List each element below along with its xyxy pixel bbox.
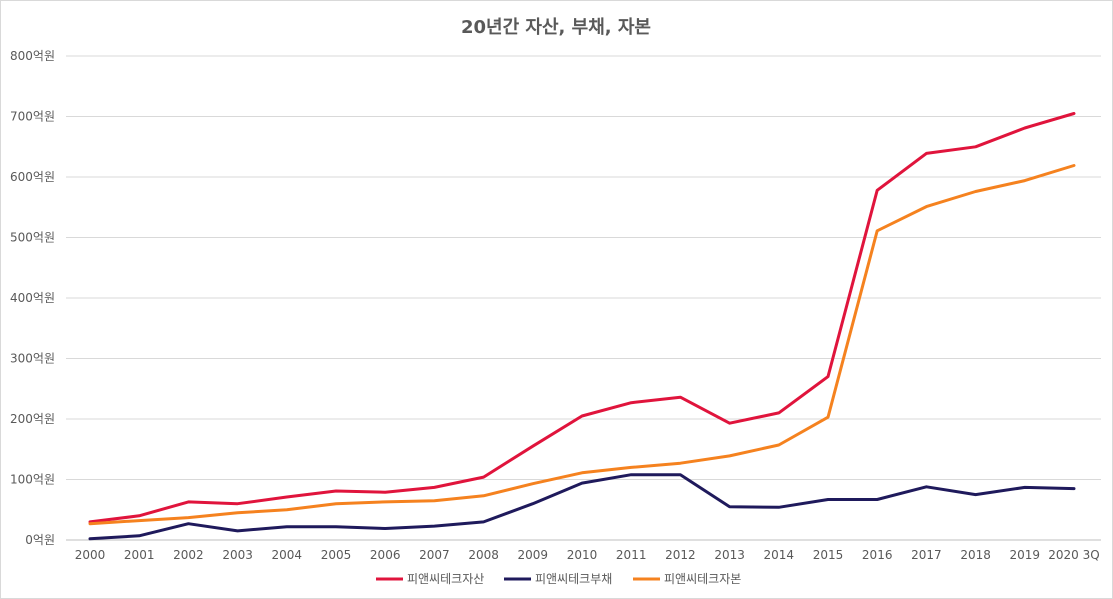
x-tick-label: 2001 <box>124 548 155 562</box>
series-line-1 <box>88 112 1076 524</box>
x-tick-label: 2011 <box>616 548 647 562</box>
series-line-2 <box>88 473 1076 541</box>
x-tick-label: 2007 <box>419 548 450 562</box>
x-tick-label: 2002 <box>173 548 204 562</box>
y-tick-label: 100억원 <box>10 473 55 487</box>
x-tick-label: 2016 <box>862 548 893 562</box>
x-tick-label: 2014 <box>764 548 795 562</box>
x-axis-tick-labels: 2000 2001 2002 2003 2004 2005 2006 2007 2008 2009… <box>75 548 1100 562</box>
series-line-3 <box>88 164 1076 526</box>
y-tick-label: 700억원 <box>10 110 55 124</box>
x-tick-label: 2017 <box>911 548 942 562</box>
x-tick-label: 2010 <box>567 548 598 562</box>
x-tick-label: 2000 <box>75 548 106 562</box>
y-tick-label: 600억원 <box>10 170 55 184</box>
x-tick-label: 2009 <box>518 548 549 562</box>
x-tick-label: 2004 <box>272 548 303 562</box>
x-tick-label: 2008 <box>468 548 499 562</box>
gridlines <box>66 55 1101 541</box>
y-tick-label: 400억원 <box>10 291 55 305</box>
y-tick-label: 500억원 <box>10 231 55 245</box>
legend-label-2: 피앤씨테크부채 <box>535 572 612 586</box>
y-tick-label: 0억원 <box>25 533 55 547</box>
y-tick-label: 200억원 <box>10 412 55 426</box>
series-lines <box>88 112 1076 541</box>
x-tick-label: 2015 <box>813 548 844 562</box>
x-tick-label: 2005 <box>321 548 352 562</box>
chart-title: 20년간 자산, 부채, 자본 <box>461 17 651 38</box>
x-tick-label: 2006 <box>370 548 401 562</box>
y-tick-label: 800억원 <box>10 49 55 63</box>
x-tick-label: 2013 <box>714 548 745 562</box>
x-tick-label: 2018 <box>960 548 991 562</box>
legend-label-3: 피앤씨테크자본 <box>664 572 741 586</box>
legend: 피앤씨테크자산 피앤씨테크부채 피앤씨테크자본 <box>376 572 741 586</box>
x-tick-label: 2020 3Q <box>1048 548 1099 562</box>
x-tick-label: 2003 <box>222 548 253 562</box>
y-tick-label: 300억원 <box>10 352 55 366</box>
legend-label-1: 피앤씨테크자산 <box>407 572 484 586</box>
x-tick-label: 2019 <box>1010 548 1041 562</box>
y-axis-tick-labels: 0억원 100억원 200억원 300억원 400억원 500억원 600억원 700억원 80… <box>10 49 55 547</box>
x-tick-label: 2012 <box>665 548 696 562</box>
